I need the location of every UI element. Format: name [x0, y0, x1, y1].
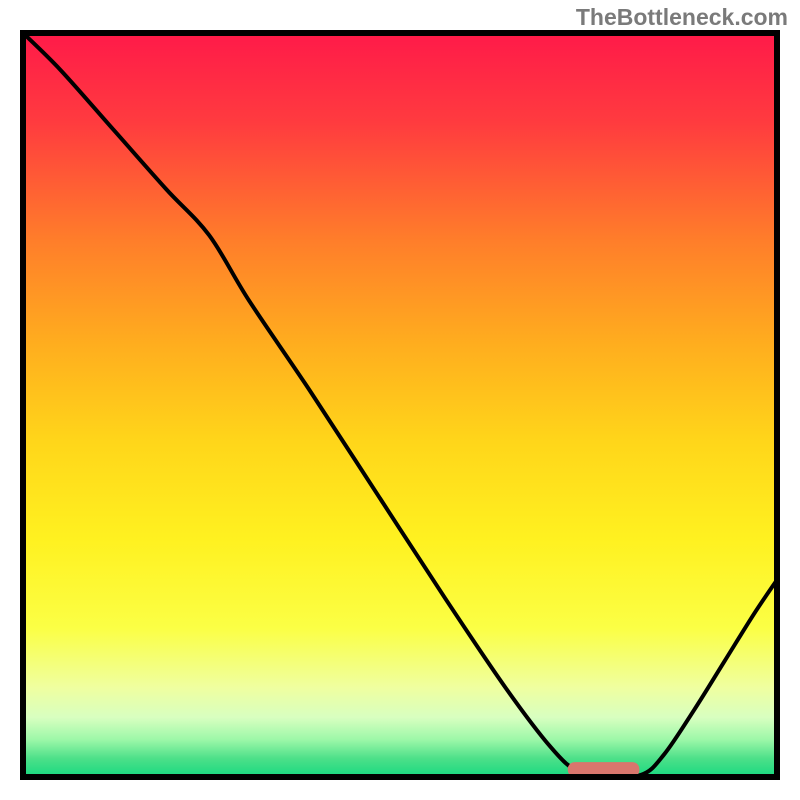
chart-container: TheBottleneck.com [0, 0, 800, 800]
bottleneck-chart [0, 0, 800, 800]
gradient-background [23, 33, 777, 777]
watermark-text: TheBottleneck.com [576, 4, 788, 31]
